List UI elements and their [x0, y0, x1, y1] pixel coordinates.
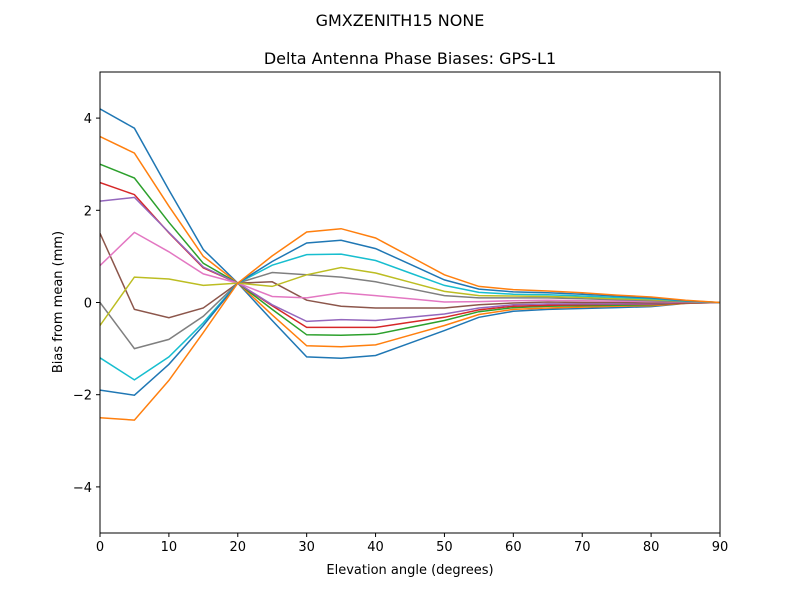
x-tick-label: 30: [298, 540, 315, 555]
x-tick-label: 80: [643, 540, 660, 555]
y-tick-label: 0: [84, 297, 92, 312]
series-line-8: [100, 266, 720, 326]
series-line-0: [100, 108, 720, 360]
x-tick-label: 70: [574, 540, 591, 555]
chart-title: Delta Antenna Phase Biases: GPS-L1: [264, 49, 556, 68]
series-line-2: [100, 163, 720, 336]
x-tick-label: 90: [712, 540, 729, 555]
series-line-11: [100, 227, 720, 421]
x-tick-label: 60: [505, 540, 522, 555]
y-axis-label: Bias from mean (mm): [51, 231, 66, 373]
series-line-10: [100, 239, 720, 396]
x-tick-label: 10: [161, 540, 178, 555]
series-line-1: [100, 135, 720, 348]
x-tick-label: 40: [367, 540, 384, 555]
series-group: [100, 108, 720, 421]
y-tick-label: 2: [84, 204, 92, 219]
ticks-group: 0 10 20 30 40 50 60 70 80 90 −4 −2 0 2 4: [73, 112, 728, 555]
y-tick-label: −2: [73, 389, 92, 404]
suptitle: GMXZENITH15 NONE: [316, 11, 485, 30]
series-line-7: [100, 271, 720, 350]
series-line-5: [100, 232, 720, 319]
y-tick-label: −4: [73, 481, 92, 496]
x-tick-label: 20: [230, 540, 247, 555]
series-line-6: [100, 231, 720, 304]
x-tick-label: 0: [96, 540, 104, 555]
series-line-9: [100, 253, 720, 381]
x-axis-label: Elevation angle (degrees): [326, 563, 493, 578]
series-line-4: [100, 196, 720, 323]
y-tick-label: 4: [84, 112, 92, 127]
x-tick-label: 50: [436, 540, 453, 555]
plot-frame: [99, 71, 721, 534]
